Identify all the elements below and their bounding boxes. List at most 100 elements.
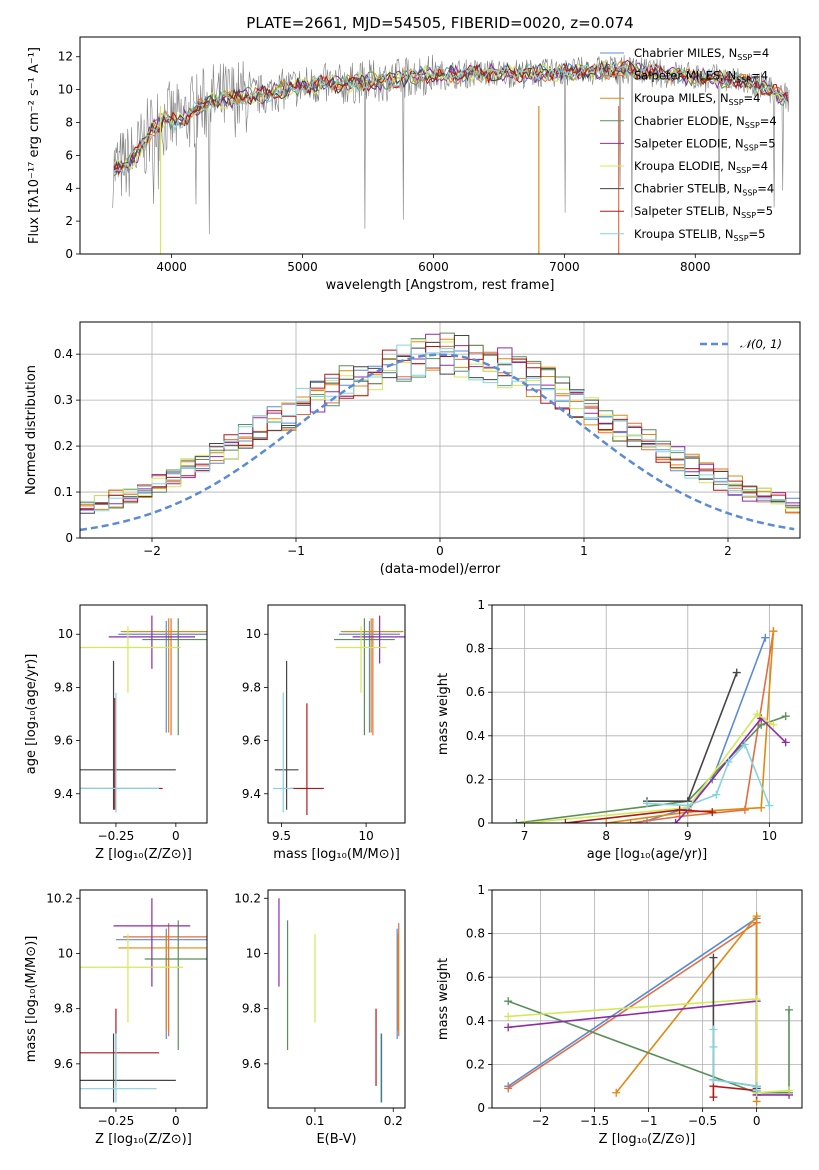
axes-frame — [79, 604, 208, 824]
x-tick-label: 0.2 — [384, 1114, 403, 1128]
legend-label: Salpeter ELODIE, NSSP=5 — [634, 136, 776, 152]
y-tick-label: 0 — [477, 816, 485, 830]
y-tick-label: 0.4 — [466, 1014, 485, 1028]
x-tick-label: 0 — [753, 1114, 761, 1128]
weight-marker — [709, 1042, 718, 1051]
axes-frame — [491, 889, 803, 1109]
x-tick-label: 9 — [684, 829, 692, 843]
weight-marker — [781, 712, 790, 721]
panel-age-vs-mass: 9.5 10 9.4 9.6 9.8 10 mass [log₁₀(M/M⊙)] — [242, 604, 406, 862]
plot-area-age-vs-Z — [80, 615, 207, 813]
weight-marker — [709, 1093, 718, 1102]
legend-label: Kroupa MILES, NSSP=4 — [634, 91, 760, 107]
plot-area-mass-vs-ebv — [278, 898, 400, 1103]
x-tick-label: 1 — [580, 544, 588, 558]
y-tick-label: 10 — [58, 627, 73, 641]
panel-massweight-vs-age: 7 8 9 10 0 0.2 0.4 0.6 0.8 1 age [log₁₀(age/yr)] ma… — [436, 598, 803, 862]
x-tick-label: −0.25 — [98, 1114, 135, 1128]
weight-marker — [781, 738, 790, 747]
legend-label-normal: 𝒩(0, 1) — [740, 337, 782, 351]
weight-marker — [520, 819, 529, 823]
y-tick-label: 0.2 — [54, 439, 73, 453]
weight-marker — [602, 819, 611, 823]
weight-marker — [708, 808, 717, 817]
x-tick-label: 10 — [762, 829, 777, 843]
series-model-kroupa-miles — [113, 60, 789, 173]
weight-marker — [709, 1025, 718, 1034]
x-tick-label: 0 — [172, 1114, 180, 1128]
y-tick-label: 9.8 — [242, 1002, 261, 1016]
weight-line-kroupa-elodie — [524, 712, 774, 823]
x-axis-label: age [log₁₀(age/yr)] — [587, 847, 708, 862]
legend-spectrum: Chabrier MILES, NSSP=4 Salpeter MILES, NS… — [600, 46, 777, 243]
weight-marker — [709, 1075, 718, 1084]
y-tick-label: 10.2 — [234, 891, 261, 905]
histogram-chabrier-elodie — [80, 332, 800, 520]
weight-marker — [504, 1023, 513, 1032]
y-tick-label: 10 — [246, 627, 261, 641]
x-tick-label: 9.5 — [272, 829, 291, 843]
panel-massweight-vs-Z: −2 −1.5 −1 −0.5 0 0 0.2 0.4 0.6 0.8 1 Z [log₁₀(Z/Z⊙… — [436, 883, 803, 1147]
x-axis-label: Z [log₁₀(Z/Z⊙)] — [95, 1132, 192, 1147]
plot-area-spectrum — [112, 54, 790, 254]
y-tick-label: 9.4 — [54, 787, 73, 801]
panels: 4000 5000 6000 7000 8000024681012wavelength … — [24, 36, 803, 1147]
y-tick-label: 10 — [58, 946, 73, 960]
x-tick-label: −2 — [532, 1114, 550, 1128]
legend-label: Salpeter MILES, NSSP=4 — [634, 69, 768, 85]
series-model-kroupa-stelib — [113, 61, 789, 176]
weight-line-kroupa-stelib — [646, 743, 771, 807]
weight-marker — [709, 953, 718, 962]
y-axis-label: Flux [fλ10⁻¹⁷ erg cm⁻² s⁻¹ A⁻¹] — [27, 47, 42, 244]
axes-frame — [491, 604, 803, 824]
x-tick-label: −0.5 — [688, 1114, 717, 1128]
x-tick-label: 8 — [602, 829, 610, 843]
x-tick-label: 8000 — [680, 260, 711, 274]
y-tick-label: 0.3 — [54, 393, 73, 407]
weight-marker — [752, 1086, 761, 1095]
weight-line-kroupa-elodie — [508, 998, 790, 1094]
legend-label: Chabrier ELODIE, NSSP=4 — [634, 114, 777, 130]
weight-marker — [683, 801, 692, 810]
weight-marker — [504, 1012, 513, 1021]
y-tick-label: 0.8 — [466, 927, 485, 941]
x-tick-label: 5000 — [287, 260, 318, 274]
panel-residuals: −2 −1 0 1 2 0 0.1 0.2 0.3 0.4 (data-model)/error No… — [24, 321, 801, 577]
y-tick-label: 9.6 — [54, 734, 73, 748]
y-tick-label: 0.1 — [54, 485, 73, 499]
y-tick-label: 9.8 — [54, 1002, 73, 1016]
x-tick-label: −1 — [287, 544, 305, 558]
weight-marker — [561, 819, 570, 823]
x-tick-label: −1.5 — [580, 1114, 609, 1128]
x-tick-label: 4000 — [156, 260, 187, 274]
x-tick-label: 0 — [172, 829, 180, 843]
x-tick-label: 6000 — [418, 260, 449, 274]
weight-marker — [512, 819, 521, 823]
plot-area-residuals — [80, 332, 800, 532]
panel-mass-vs-ebv: 0.1 0.2 9.6 9.8 10 10.2 E(B-V) — [234, 889, 406, 1147]
axes-frame — [267, 889, 406, 1109]
weight-marker — [675, 805, 684, 814]
y-tick-label: 6 — [65, 148, 73, 162]
weight-marker — [769, 720, 778, 729]
x-axis-label: wavelength [Angstrom, rest frame] — [326, 278, 555, 293]
y-tick-label: 0 — [477, 1101, 485, 1115]
weight-marker — [785, 1086, 794, 1095]
y-tick-label: 9.8 — [242, 680, 261, 694]
y-tick-label: 9.6 — [242, 734, 261, 748]
y-tick-label: 0.2 — [466, 1057, 485, 1071]
weight-marker — [752, 995, 761, 1003]
panel-age-vs-Z: −0.25 0 9.4 9.6 9.8 10 Z [log₁₀(Z/Z⊙)] age [log… — [24, 604, 208, 862]
weight-marker — [504, 1084, 513, 1093]
x-axis-label: mass [log₁₀(M/M⊙)] — [273, 847, 400, 862]
plot-area-massweight-vs-age — [512, 627, 790, 823]
y-tick-label: 0 — [65, 247, 73, 261]
y-tick-label: 8 — [65, 115, 73, 129]
weight-marker — [765, 801, 774, 810]
weight-marker — [612, 1088, 621, 1097]
plot-area-massweight-vs-Z — [504, 912, 794, 1106]
x-tick-label: 7000 — [549, 260, 580, 274]
axes-frame — [79, 321, 801, 539]
y-tick-label: 2 — [65, 214, 73, 228]
